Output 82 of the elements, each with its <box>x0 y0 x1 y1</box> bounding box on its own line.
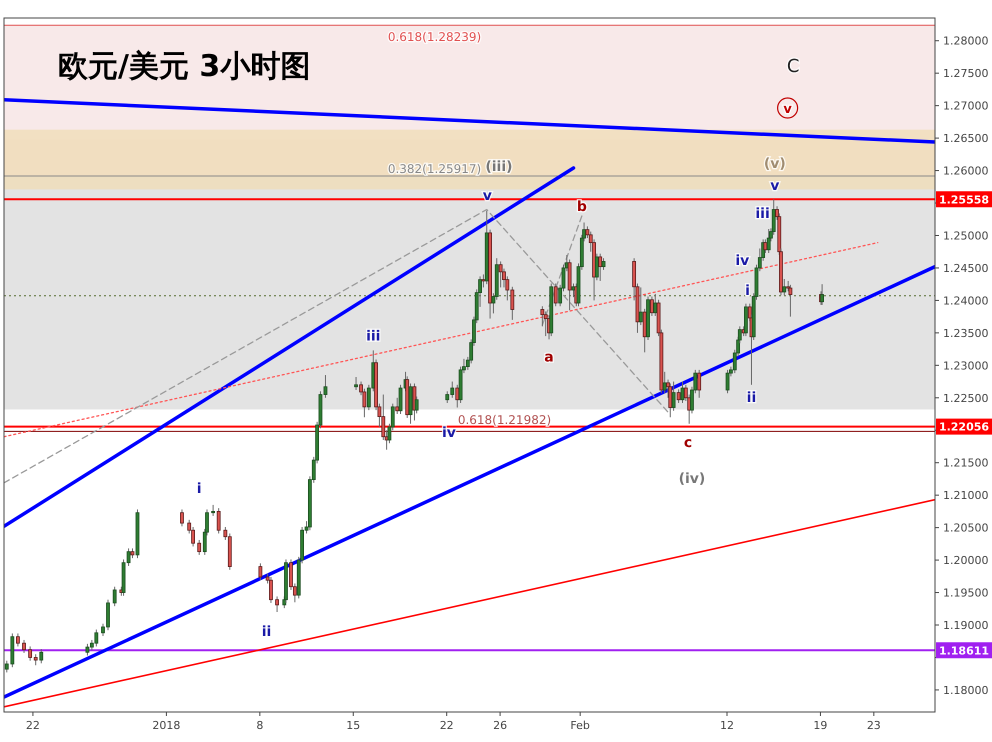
annotation: iii <box>366 328 380 344</box>
candlestick <box>258 562 262 581</box>
candlestick <box>482 274 486 288</box>
candlestick <box>602 258 606 270</box>
candlestick <box>112 586 117 607</box>
candlestick <box>788 284 792 318</box>
y-tick-label: 1.20500 <box>943 522 988 535</box>
candlestick <box>16 632 20 647</box>
ref-line-label: 1.25558 <box>938 193 990 206</box>
annotation: 0.618(1.28239) <box>388 30 482 44</box>
ref-line-label: 1.22056 <box>938 420 990 434</box>
y-tick-label: 1.26500 <box>943 132 988 146</box>
annotation: ii <box>262 624 272 640</box>
y-tick-label: 1.27500 <box>943 67 988 80</box>
x-tick-label: 2018 <box>152 719 180 732</box>
y-tick-label: 1.23000 <box>943 359 988 372</box>
x-tick-label: 19 <box>813 719 828 732</box>
x-tick-label: 15 <box>346 719 360 732</box>
annotation: a <box>544 349 554 366</box>
y-tick-label: 1.24000 <box>943 294 988 308</box>
candlestick <box>782 278 786 296</box>
y-tick-label: 1.27000 <box>943 100 988 113</box>
y-tick-label: 1.21500 <box>943 456 988 470</box>
y-tick-label: 1.26000 <box>943 164 988 178</box>
y-tick-label: 1.23500 <box>943 326 988 340</box>
annotation: iv <box>735 252 750 269</box>
annotation: v <box>783 102 792 117</box>
y-tick-label: 1.19000 <box>943 619 988 632</box>
candlestick <box>269 576 273 604</box>
y-tick-label: 1.24500 <box>943 262 988 275</box>
candlestick <box>554 283 558 307</box>
annotation: iii <box>755 206 770 222</box>
candlestick <box>211 504 216 516</box>
x-tick-label: 12 <box>720 719 734 732</box>
annotation: i <box>196 481 202 497</box>
candlestick <box>672 381 676 412</box>
candlestick <box>697 369 702 398</box>
annotation: c <box>684 435 692 451</box>
ref-line-label: 1.18611 <box>938 644 990 658</box>
annotation: (iii) <box>485 159 513 175</box>
annotation: i <box>745 283 750 299</box>
y-tick-label: 1.20000 <box>943 554 988 568</box>
y-tick-label: 1.25000 <box>943 229 988 242</box>
y-tick-label: 1.18000 <box>943 684 988 697</box>
y-tick-label: 1.28000 <box>943 34 988 48</box>
candlestick <box>180 508 184 527</box>
candlestick <box>130 548 134 559</box>
candlestick <box>726 369 730 394</box>
candlestick <box>197 539 202 556</box>
text: 欧元/美元 3小时图 <box>58 49 310 84</box>
candlestick <box>22 639 26 654</box>
annotation: (iv) <box>678 471 706 487</box>
y-tick-label: 1.19500 <box>943 586 988 600</box>
annotation: 0.618(1.21982) <box>458 413 552 427</box>
candlestick <box>4 660 9 673</box>
candlestick <box>216 508 221 534</box>
annotation: (v) <box>764 156 786 172</box>
annotation: ii <box>746 390 756 406</box>
candlestick <box>34 654 38 666</box>
x-tick-label: Feb <box>570 719 590 732</box>
candlestick <box>39 648 44 664</box>
annotation: C <box>786 56 800 77</box>
x-tick-label: 22 <box>26 719 40 732</box>
candlestick <box>354 376 358 390</box>
candlestick <box>594 253 599 281</box>
x-tick-label: 23 <box>866 719 881 732</box>
candlestick <box>680 381 684 404</box>
y-tick-label: 1.22500 <box>943 392 988 405</box>
x-tick-label: 26 <box>493 719 508 732</box>
candlestick <box>275 596 279 613</box>
candlestick <box>638 286 643 326</box>
candlestick <box>498 260 503 288</box>
candlestick <box>676 388 681 404</box>
candlestick <box>28 646 32 662</box>
x-tick-label: 22 <box>440 719 454 732</box>
candlestick <box>94 629 98 647</box>
x-tick-label: 8 <box>256 719 264 732</box>
y-tick-label: 1.21000 <box>943 489 988 502</box>
annotation: 0.382(1.25917) <box>388 162 482 176</box>
candlestick <box>650 296 654 316</box>
annotation: b <box>576 199 587 215</box>
annotation: v <box>770 178 780 194</box>
